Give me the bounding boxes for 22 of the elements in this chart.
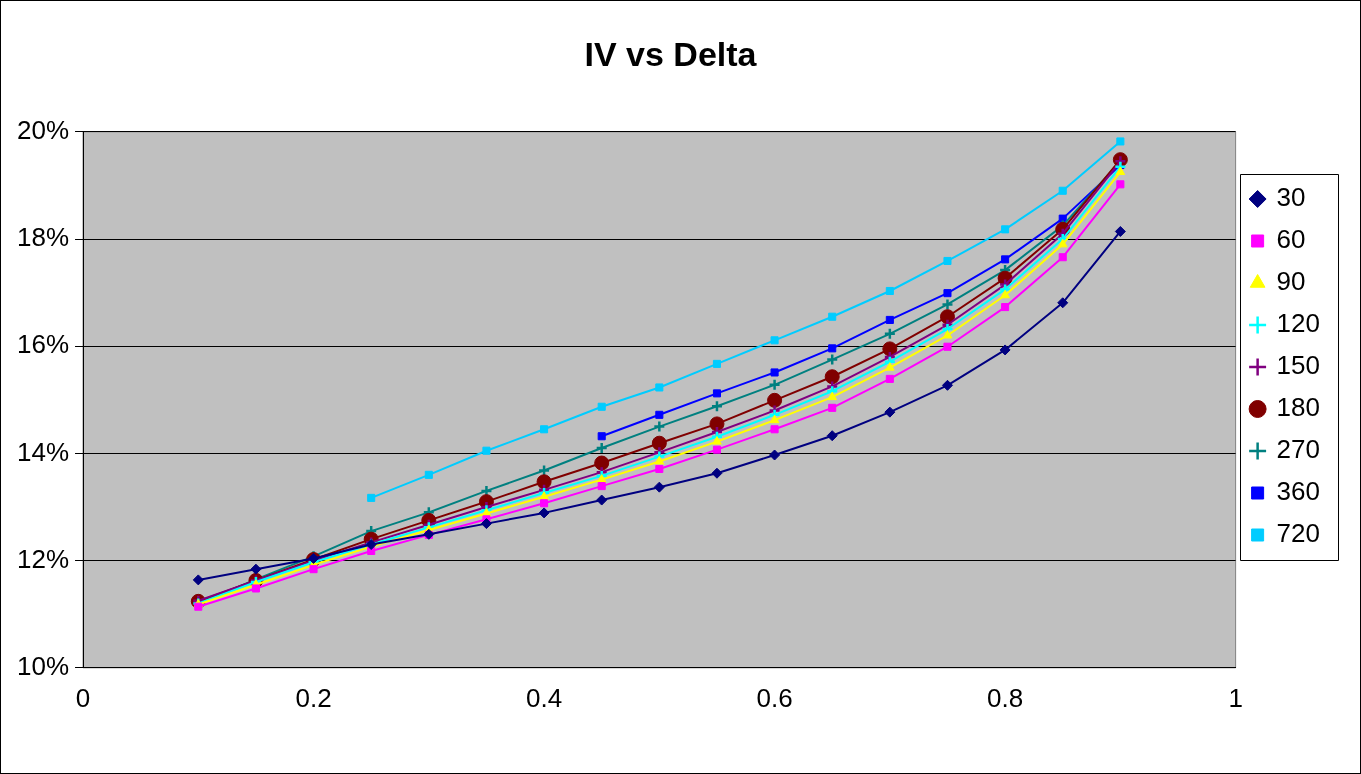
y-tick-label: 12% <box>16 543 70 574</box>
y-tick-label: 10% <box>16 650 70 681</box>
x-tick-label: 0.6 <box>756 682 793 713</box>
legend-label: 720 <box>1276 518 1321 549</box>
x-tick-label: 0 <box>75 682 91 713</box>
legend-label: 180 <box>1276 392 1321 423</box>
legend-label: 360 <box>1276 476 1321 507</box>
x-tick-label: 0.8 <box>987 682 1024 713</box>
chart-title: IV vs Delta <box>584 34 758 73</box>
legend-label: 30 <box>1276 182 1306 213</box>
legend-label: 60 <box>1276 224 1306 255</box>
y-tick-label: 20% <box>16 114 70 145</box>
x-tick-label: 0.4 <box>525 682 563 713</box>
y-tick-label: 18% <box>16 222 70 253</box>
y-tick-label: 16% <box>16 329 70 360</box>
x-tick-label: 1 <box>1228 682 1243 713</box>
legend-label: 90 <box>1276 266 1306 297</box>
legend-label: 270 <box>1276 434 1321 465</box>
x-tick-label: 0.2 <box>295 682 332 713</box>
legend-label: 120 <box>1276 308 1321 339</box>
y-tick-label: 14% <box>16 436 70 467</box>
legend-label: 150 <box>1276 350 1321 381</box>
